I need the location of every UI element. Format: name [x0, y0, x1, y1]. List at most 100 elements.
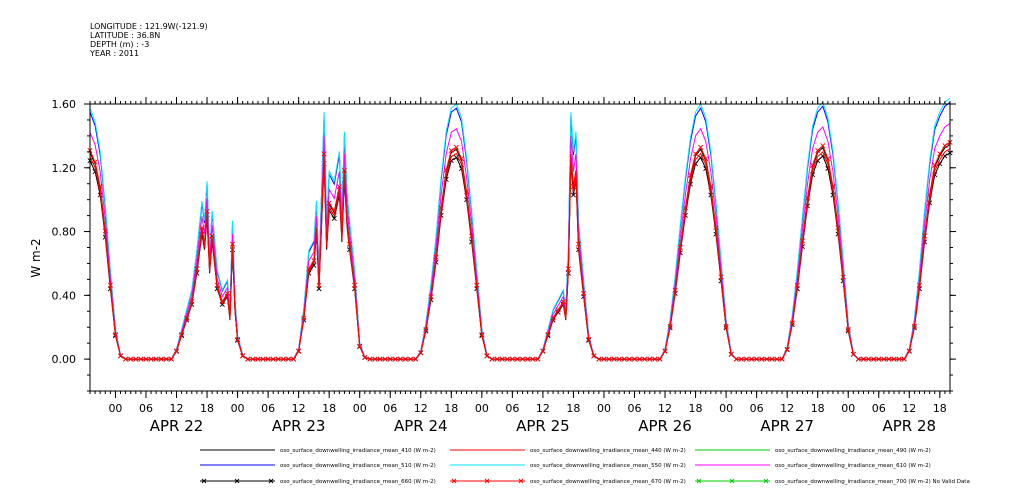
- series-marker-7: [331, 208, 337, 214]
- x-day-label: APR 26: [638, 417, 692, 435]
- series-marker-7: [418, 350, 424, 356]
- series-marker-7: [499, 356, 505, 362]
- series-marker-7: [291, 356, 297, 362]
- series-marker-7: [168, 356, 174, 362]
- series-marker-6: [570, 192, 576, 198]
- series-marker-7: [866, 356, 872, 362]
- series-marker-7: [179, 331, 185, 337]
- series-marker-7: [224, 290, 230, 296]
- series-marker-7: [402, 356, 409, 362]
- series-marker-7: [601, 356, 607, 362]
- series-marker-7: [143, 356, 149, 362]
- axes-group: 0.00 0.40 0.80 1.20 1.60 00 06 12 18 00 06 12 18 00 06…: [52, 97, 956, 435]
- series-marker-7: [749, 356, 755, 362]
- series-marker-7: [835, 225, 841, 231]
- x-hour-label: 18: [811, 402, 825, 415]
- series-marker-7: [453, 144, 459, 150]
- series-marker-7: [382, 356, 388, 362]
- series-marker-7: [611, 356, 617, 362]
- series-marker-7: [514, 356, 520, 362]
- series-marker-7: [901, 356, 907, 362]
- series-marker-7: [341, 167, 347, 173]
- x-hour-label: 12: [902, 402, 916, 415]
- series-marker-7: [759, 356, 765, 362]
- x-hour-label: 12: [414, 402, 428, 415]
- series-line-6: [89, 152, 951, 360]
- series-marker-7: [596, 356, 602, 362]
- series-marker-7: [922, 233, 928, 239]
- series-marker-7: [657, 356, 663, 362]
- series-marker-7: [520, 356, 526, 362]
- x-day-label: APR 23: [272, 417, 326, 435]
- series-marker-7: [565, 266, 571, 272]
- series-marker-7: [428, 294, 434, 300]
- x-day-label: APR 24: [394, 417, 448, 435]
- series-marker-7: [764, 356, 770, 362]
- series-marker-7: [586, 336, 592, 342]
- series-marker-7: [616, 356, 622, 362]
- series-marker-7: [774, 356, 780, 362]
- x-hour-label: 00: [108, 402, 122, 415]
- legend-marker: [201, 478, 207, 484]
- series-marker-7: [570, 184, 576, 190]
- legend-label: oso_surface_downwelling_irradiance_mean_…: [280, 479, 436, 485]
- metadata-block: LONGITUDE : 121.9W(-121.9) LATITUDE : 36…: [90, 22, 208, 58]
- x-day-label: APR 28: [882, 417, 936, 435]
- x-hour-label: 18: [689, 402, 703, 415]
- series-marker-7: [855, 356, 861, 362]
- series-marker-7: [260, 356, 266, 362]
- series-marker-7: [102, 228, 108, 234]
- series-marker-7: [581, 290, 587, 296]
- series-marker-7: [448, 148, 454, 154]
- series-line-7: [89, 141, 951, 360]
- series-marker-7: [128, 356, 134, 362]
- series-marker-7: [871, 356, 877, 362]
- series-marker-7: [631, 356, 638, 362]
- series-marker-7: [184, 315, 190, 321]
- longitude-label: LONGITUDE : 121.9W(-121.9): [90, 22, 208, 31]
- series-marker-7: [484, 353, 490, 359]
- y-tick-label: 0.80: [52, 226, 77, 239]
- series-marker-7: [336, 184, 342, 190]
- series-marker-7: [438, 205, 444, 211]
- year-label: YEAR : 2011: [90, 49, 140, 58]
- legend-label: oso_surface_downwelling_irradiance_mean_…: [775, 448, 931, 454]
- series-marker-7: [713, 225, 719, 231]
- series-marker-7: [784, 346, 790, 352]
- series-marker-7: [296, 348, 302, 354]
- series-marker-7: [942, 143, 948, 149]
- series-marker-7: [591, 353, 597, 359]
- series-marker-7: [392, 356, 398, 362]
- legend-label: oso_surface_downwelling_irradiance_mean_…: [530, 448, 686, 454]
- series-marker-7: [377, 356, 383, 362]
- latitude-label: LATITUDE : 36.8N: [90, 31, 161, 40]
- y-tick-label: 0.00: [52, 353, 77, 366]
- series-marker-7: [652, 356, 658, 362]
- legend-marker: [729, 478, 735, 484]
- series-marker-7: [408, 356, 414, 362]
- series-marker-7: [133, 356, 139, 362]
- series-marker-7: [92, 159, 98, 165]
- legend-label: oso_surface_downwelling_irradiance_mean_…: [775, 463, 931, 469]
- series-marker-7: [285, 356, 291, 362]
- series-marker-7: [891, 356, 897, 362]
- series-marker-7: [214, 282, 220, 288]
- series-marker-7: [881, 356, 887, 362]
- legend: oso_surface_downwelling_irradiance_mean_…: [200, 448, 970, 485]
- series-marker-7: [637, 356, 643, 362]
- series-marker-7: [387, 356, 393, 362]
- series-marker-7: [158, 356, 164, 362]
- series-marker-7: [326, 200, 332, 206]
- series-marker-7: [682, 205, 688, 211]
- legend-marker: [518, 478, 524, 484]
- legend-marker: [696, 478, 702, 484]
- series-marker-7: [443, 167, 449, 173]
- series-line-5: [89, 122, 951, 360]
- series-marker-7: [606, 356, 612, 362]
- x-day-label: APR 27: [760, 417, 814, 435]
- series-line-4: [89, 97, 951, 360]
- series-marker-7: [265, 356, 271, 362]
- series-marker-7: [535, 356, 541, 362]
- series-marker-7: [840, 274, 846, 280]
- legend-marker: [234, 478, 240, 484]
